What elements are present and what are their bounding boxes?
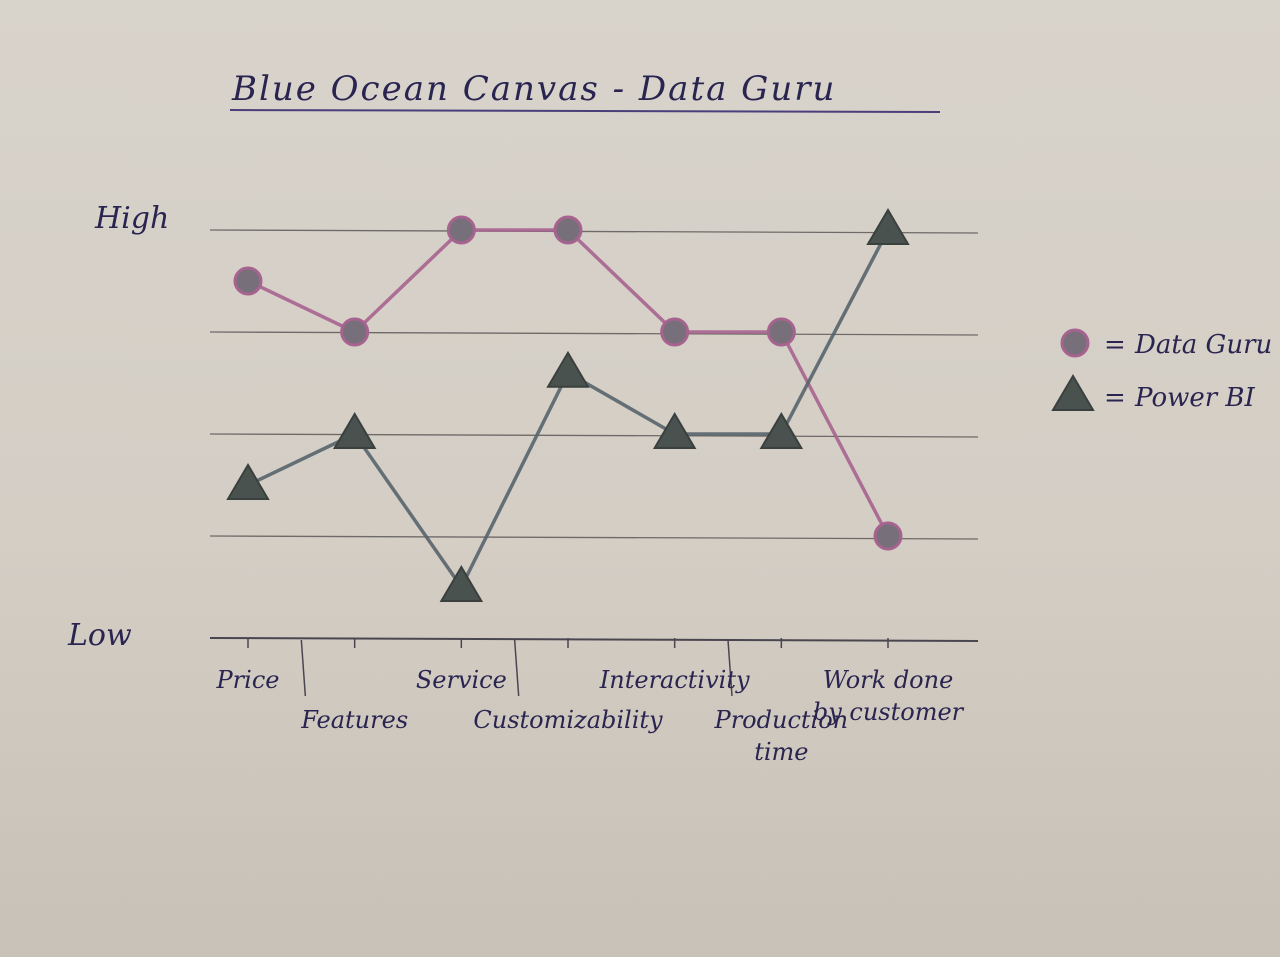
circle-marker — [233, 266, 263, 296]
circle-marker — [873, 521, 903, 551]
triangle-marker — [439, 565, 484, 602]
legend-label: Power BI — [1134, 383, 1256, 413]
triangle-marker — [652, 412, 697, 449]
y-label-low: Low — [67, 618, 132, 653]
series-line — [246, 228, 890, 589]
x-separator — [513, 639, 520, 697]
x-separator — [300, 639, 307, 697]
title-underline — [229, 109, 941, 113]
circle-marker — [660, 317, 690, 347]
legend-equals: = — [1104, 383, 1126, 413]
x-axis-baseline — [209, 637, 979, 642]
triangle-marker — [226, 463, 270, 500]
triangle-marker — [332, 412, 377, 449]
category-label: Customizability — [473, 706, 663, 734]
x-separator — [727, 639, 733, 697]
legend-equals: = — [1104, 330, 1126, 360]
legend-circle-icon — [1060, 328, 1090, 358]
gridline — [209, 331, 979, 336]
legend-label: Data Guru — [1134, 330, 1272, 360]
gridline — [209, 433, 979, 438]
category-label: Production — [714, 706, 849, 734]
triangle-marker — [866, 208, 910, 245]
category-label: Interactivity — [599, 666, 750, 694]
triangle-marker — [759, 412, 804, 449]
category-label: Price — [216, 666, 280, 694]
category-label: Work done — [823, 666, 954, 694]
circle-marker — [553, 215, 583, 245]
category-label: Service — [416, 666, 507, 694]
gridline — [209, 535, 979, 540]
triangle-marker — [546, 350, 590, 388]
gridline — [209, 229, 979, 234]
y-label-high: High — [94, 201, 169, 236]
circle-marker — [766, 317, 796, 347]
category-label: time — [754, 738, 808, 766]
category-label: by customer — [813, 698, 965, 726]
legend-triangle-icon — [1051, 374, 1095, 411]
circle-marker — [446, 215, 476, 245]
circle-marker — [340, 317, 370, 347]
chart-title: Blue Ocean Canvas - Data Guru — [231, 69, 836, 109]
category-label: Features — [300, 706, 408, 734]
